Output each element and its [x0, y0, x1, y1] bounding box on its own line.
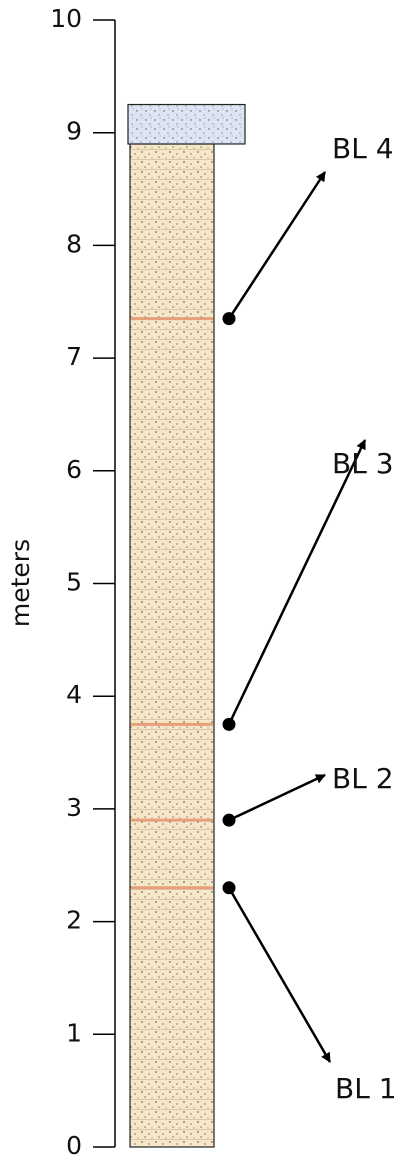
marker-label: BL 3	[332, 447, 394, 480]
marker-label: BL 1	[335, 1072, 397, 1105]
y-tick-label: 2	[66, 906, 82, 935]
axis-label: meters	[6, 539, 35, 627]
layer-texture	[127, 103, 246, 145]
y-tick-label: 1	[66, 1018, 82, 1047]
y-tick-label: 10	[50, 4, 82, 33]
arrow	[227, 439, 367, 725]
y-tick-label: 6	[66, 455, 82, 484]
y-tick-label: 0	[66, 1131, 82, 1160]
arrow	[227, 887, 332, 1063]
marker-label: BL 2	[332, 762, 394, 795]
y-tick-label: 7	[66, 342, 82, 371]
arrow	[228, 773, 326, 822]
layer-texture	[129, 143, 215, 1148]
y-tick-label: 5	[66, 568, 82, 597]
marker-label: BL 4	[332, 132, 394, 165]
y-tick-label: 4	[66, 680, 82, 709]
y-tick-label: 3	[66, 793, 82, 822]
y-tick-label: 8	[66, 229, 82, 258]
y-tick-label: 9	[66, 117, 82, 146]
arrow	[227, 171, 327, 320]
